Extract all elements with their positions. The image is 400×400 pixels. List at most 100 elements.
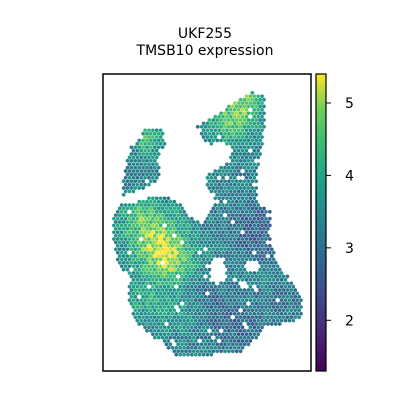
expression-spot xyxy=(227,260,231,265)
expression-spot xyxy=(289,294,294,299)
expression-spot xyxy=(219,179,223,184)
expression-spot xyxy=(258,145,262,150)
expression-spot xyxy=(121,213,126,218)
expression-spot xyxy=(209,291,214,296)
expression-spot xyxy=(170,264,175,269)
expression-spot xyxy=(172,254,177,259)
expression-spot xyxy=(221,325,225,330)
expression-spot xyxy=(268,209,272,214)
expression-spot xyxy=(188,294,192,299)
expression-spot xyxy=(166,311,171,316)
expression-spot xyxy=(205,257,210,262)
expression-spot xyxy=(172,220,177,225)
expression-spot xyxy=(205,182,210,187)
expression-spot xyxy=(164,240,169,245)
expression-spot xyxy=(227,220,231,225)
expression-spot xyxy=(164,213,169,218)
expression-spot xyxy=(158,209,163,214)
expression-spot xyxy=(158,216,163,221)
expression-spot xyxy=(203,321,208,326)
expression-spot xyxy=(227,240,231,245)
expression-spot xyxy=(160,247,165,252)
expression-spot xyxy=(270,288,274,293)
expression-spot xyxy=(129,206,134,211)
expression-spot xyxy=(156,308,161,313)
expression-spot xyxy=(131,148,136,153)
expression-spot xyxy=(127,182,132,187)
expression-spot xyxy=(184,301,188,306)
expression-spot xyxy=(197,345,202,350)
expression-spot xyxy=(213,325,217,330)
expression-spot xyxy=(227,138,231,143)
expression-spot xyxy=(223,308,227,313)
expression-spot xyxy=(197,291,202,296)
expression-spot xyxy=(252,277,256,282)
expression-spot xyxy=(250,186,255,191)
expression-spot xyxy=(182,284,186,289)
expression-spot xyxy=(242,335,247,340)
expression-spot xyxy=(190,291,194,296)
expression-spot xyxy=(151,128,155,133)
expression-spot xyxy=(279,271,284,276)
expression-spot xyxy=(197,223,202,228)
expression-spot xyxy=(194,332,198,337)
expression-spot xyxy=(143,162,147,167)
expression-spot xyxy=(211,213,216,218)
expression-spot xyxy=(250,97,255,102)
expression-spot xyxy=(233,338,237,343)
expression-spot xyxy=(149,260,153,265)
expression-spot xyxy=(266,315,270,320)
expression-spot xyxy=(258,233,262,238)
expression-spot xyxy=(258,152,262,157)
expression-spot xyxy=(190,345,194,350)
expression-spot xyxy=(172,206,177,211)
expression-spot xyxy=(141,172,145,177)
expression-spot xyxy=(227,104,231,109)
expression-spot xyxy=(219,206,223,211)
expression-spot xyxy=(145,267,149,272)
expression-spot xyxy=(258,281,262,286)
expression-spot xyxy=(133,172,138,177)
expression-spot xyxy=(252,271,256,276)
expression-spot xyxy=(178,223,182,228)
expression-spot xyxy=(227,192,231,197)
expression-spot xyxy=(221,209,225,214)
expression-spot xyxy=(186,237,190,242)
expression-spot xyxy=(287,291,292,296)
expression-spot xyxy=(139,155,143,160)
expression-spot xyxy=(162,277,167,282)
expression-spot xyxy=(141,138,145,143)
expression-spot xyxy=(262,260,266,265)
expression-spot xyxy=(149,165,153,170)
expression-spot xyxy=(213,230,217,235)
expression-spot xyxy=(135,155,139,160)
expression-spot xyxy=(281,281,286,286)
expression-spot xyxy=(168,274,173,279)
expression-spot xyxy=(147,325,151,330)
expression-spot xyxy=(238,186,243,191)
expression-spot xyxy=(242,220,247,225)
expression-spot xyxy=(246,186,251,191)
expression-spot xyxy=(293,294,297,299)
expression-spot xyxy=(231,342,235,347)
expression-spot xyxy=(256,107,260,112)
expression-spot xyxy=(151,169,155,174)
expression-spot xyxy=(129,226,134,231)
expression-spot xyxy=(203,328,208,333)
expression-spot xyxy=(234,349,239,354)
expression-spot xyxy=(194,325,198,330)
expression-spot xyxy=(254,206,258,211)
expression-spot xyxy=(176,294,180,299)
expression-spot xyxy=(254,240,258,245)
expression-spot xyxy=(229,121,233,126)
expression-spot xyxy=(143,304,147,309)
expression-spot xyxy=(168,267,173,272)
expression-spot xyxy=(258,206,262,211)
expression-spot xyxy=(242,152,247,157)
expression-spot xyxy=(129,294,134,299)
expression-spot xyxy=(279,311,284,316)
expression-spot xyxy=(135,298,139,303)
expression-spot xyxy=(199,260,204,265)
expression-spot xyxy=(248,182,253,187)
expression-spot xyxy=(223,131,227,136)
